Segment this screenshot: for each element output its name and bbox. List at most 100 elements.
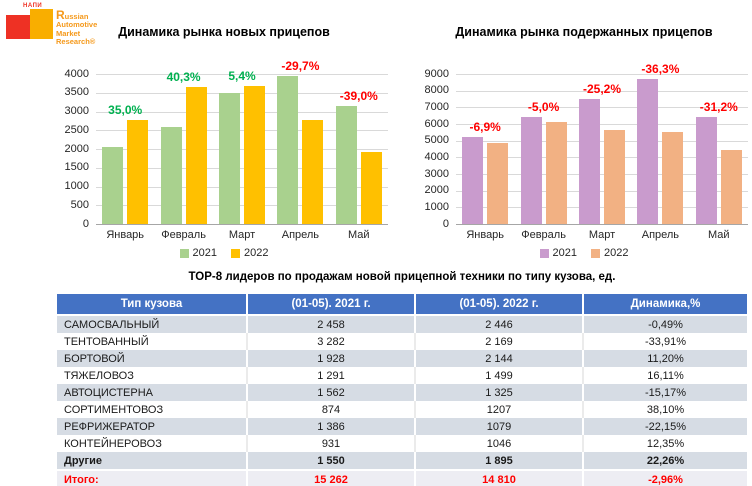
table-cell: 2 169 <box>414 333 583 350</box>
y-axis-tick-label: 3000 <box>64 105 89 117</box>
gridline <box>456 124 748 125</box>
x-axis-line <box>96 224 388 225</box>
logo-brand-text: Russian Automotive Market Research® <box>56 8 98 47</box>
percent-label: -39,0% <box>339 88 378 103</box>
percent-label: 40,3% <box>166 70 201 85</box>
percent-label: -31,2% <box>699 99 738 114</box>
table-cell: ТЯЖЕЛОВОЗ <box>57 367 247 384</box>
chart-title: Динамика рынка подержанных прицепов <box>455 25 713 39</box>
table-cell: РЕФРИЖЕРАТОР <box>57 418 247 435</box>
y-axis-tick-label: 7000 <box>424 100 449 113</box>
gridline <box>96 130 388 132</box>
table-cell: САМОСВАЛЬНЫЙ <box>57 315 247 333</box>
bar-2022 <box>360 152 382 224</box>
percent-label: -6,9% <box>469 120 501 135</box>
month-label: Март <box>588 229 616 241</box>
month-label: Март <box>228 229 256 241</box>
chart-used-trailers: Динамика рынка подержанных прицепов 0 100… <box>418 22 750 266</box>
gridline <box>456 190 748 192</box>
chart-legend: 2021 2022 <box>58 247 390 259</box>
percent-label: -29,7% <box>281 58 320 73</box>
table-cell: 1 325 <box>414 384 583 401</box>
bar-2022 <box>244 85 265 224</box>
y-axis-tick-label: 9000 <box>424 67 449 80</box>
logo-orange-square <box>30 9 53 39</box>
table-cell: 1 291 <box>246 367 415 384</box>
gridline <box>456 207 748 209</box>
y-axis-tick-label: 2000 <box>64 142 89 155</box>
table-cell: КОНТЕЙНЕРОВОЗ <box>57 435 247 452</box>
gridline <box>96 111 388 113</box>
top8-table: Тип кузова (01-05). 2021 г. (01-05). 202… <box>57 294 747 486</box>
y-axis-tick-label: 2500 <box>64 123 89 136</box>
table-cell: СОРТИМЕНТОВОЗ <box>57 401 247 418</box>
logo-brand-line: Market <box>56 28 81 38</box>
y-axis-tick-label: 4000 <box>64 67 89 80</box>
month-label: Май <box>348 229 370 241</box>
gridline <box>96 205 388 207</box>
gridline <box>96 74 388 75</box>
y-axis-tick-label: 500 <box>70 198 89 211</box>
table-cell: 1 562 <box>246 384 415 401</box>
table-cell: -0,49% <box>582 315 747 333</box>
bar-2021 <box>335 105 357 224</box>
column-header-body-type: Тип кузова <box>57 294 247 316</box>
legend-swatch <box>231 248 240 258</box>
table-row: ТЯЖЕЛОВОЗ 1 291 1 499 16,11% <box>57 367 747 384</box>
table-cell: 16,11% <box>582 367 747 384</box>
table-row: АВТОЦИСТЕРНА 1 562 1 325 -15,17% <box>57 384 747 401</box>
table-cell: 874 <box>246 401 415 418</box>
bar-2022 <box>604 129 625 224</box>
month-label: Январь <box>466 229 505 241</box>
table-cell: 1046 <box>414 435 583 452</box>
legend-item: 2021 <box>539 247 577 259</box>
legend-item: 2022 <box>591 247 628 259</box>
gridline <box>96 186 388 188</box>
percent-label: -5,0% <box>527 99 560 114</box>
y-axis-tick-label: 6000 <box>424 117 449 130</box>
ram-research-logo: НАПИ Russian Automotive Market Research® <box>3 2 133 60</box>
table-row: БОРТОВОЙ 1 928 2 144 11,20% <box>57 350 747 367</box>
gridline <box>456 174 748 175</box>
bar-2022 <box>662 131 684 224</box>
table-cell: 22,26% <box>582 452 747 470</box>
table-cell: 3 282 <box>246 333 415 350</box>
bar-2021 <box>637 79 659 224</box>
gridline <box>456 140 748 142</box>
column-header-2021: (01-05). 2021 г. <box>246 294 415 316</box>
legend-item: 2021 <box>179 247 217 259</box>
table-cell: ТЕНТОВАННЫЙ <box>57 333 247 350</box>
table-header-row: Тип кузова (01-05). 2021 г. (01-05). 202… <box>57 294 747 316</box>
table-row: СОРТИМЕНТОВОЗ 874 1207 38,10% <box>57 401 747 418</box>
table-cell: -22,15% <box>582 418 747 435</box>
percent-label: 35,0% <box>108 103 143 118</box>
table-cell: 1079 <box>414 418 583 435</box>
bar-2022 <box>302 119 324 224</box>
month-label: Январь <box>106 229 145 241</box>
y-axis-tick-label: 0 <box>82 217 89 230</box>
x-axis-line <box>456 224 748 225</box>
percent-label: 5,4% <box>228 68 256 83</box>
y-axis-tick-label: 0 <box>442 217 449 230</box>
table-cell: 2 458 <box>246 315 415 333</box>
legend-label: 2022 <box>604 247 629 259</box>
y-axis-tick-label: 4000 <box>424 150 449 163</box>
legend-label: 2021 <box>192 247 217 259</box>
chart-legend: 2021 2022 <box>418 247 750 259</box>
table-cell: 14 810 <box>414 469 583 486</box>
percent-label: -36,3% <box>641 62 680 76</box>
bar-2022 <box>185 87 207 224</box>
gridline <box>456 107 748 109</box>
gridline <box>456 74 748 75</box>
chart-new-trailers: Динамика рынка новых прицепов 0 500 1000 15… <box>58 22 390 266</box>
bar-2021 <box>520 116 542 224</box>
gridline <box>456 90 748 92</box>
column-header-dynamics: Динамика,% <box>582 294 747 316</box>
bar-2022 <box>720 149 742 224</box>
table-row: ТЕНТОВАННЫЙ 3 282 2 169 -33,91% <box>57 333 747 350</box>
gridline <box>456 157 748 159</box>
logo-brand-line: Russian <box>56 8 89 22</box>
napi-wordmark: НАПИ <box>23 3 43 9</box>
logo-brand-line: Automotive <box>56 20 98 30</box>
